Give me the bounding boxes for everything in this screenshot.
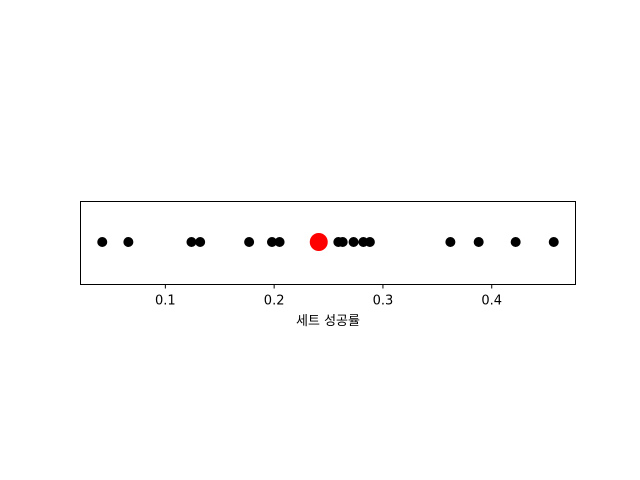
- data-point: [510, 237, 521, 247]
- data-points: [97, 233, 559, 251]
- data-point: [337, 237, 348, 247]
- data-point: [244, 237, 255, 247]
- data-point: [274, 237, 285, 247]
- data-point: [445, 237, 456, 247]
- data-point: [364, 237, 375, 247]
- x-tick-label: 0.4: [481, 294, 502, 309]
- data-point: [195, 237, 206, 247]
- plot-area: [80, 201, 576, 285]
- data-point: [186, 237, 197, 247]
- highlight-point: [309, 233, 328, 251]
- x-axis-label: 세트 성공률: [296, 314, 360, 329]
- x-axis-ticks: 0.1 0.2 0.3 0.4: [155, 284, 502, 309]
- data-point: [97, 237, 108, 247]
- data-point: [548, 237, 559, 247]
- data-point: [123, 237, 134, 247]
- data-point: [473, 237, 484, 247]
- x-tick-label: 0.3: [373, 294, 394, 309]
- x-tick-label: 0.2: [264, 294, 285, 309]
- data-point: [348, 237, 359, 247]
- data-point: [266, 237, 277, 247]
- x-tick-label: 0.1: [155, 294, 176, 309]
